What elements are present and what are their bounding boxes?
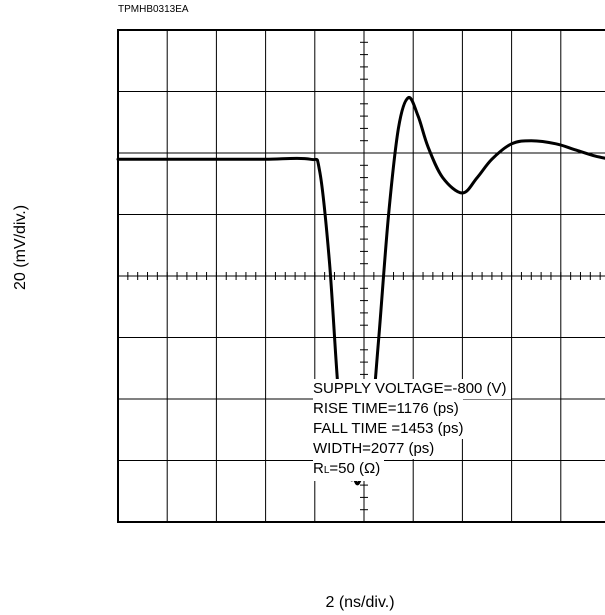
annotation-rise-time: RISE TIME=1176 (ps) bbox=[313, 399, 463, 419]
rl-value: =50 (Ω) bbox=[329, 460, 381, 477]
figure-code: TPMHB0313EA bbox=[118, 4, 189, 15]
annotation-fall-time: FALL TIME =1453 (ps) bbox=[313, 419, 468, 439]
annotation-supply-voltage: SUPPLY VOLTAGE=-800 (V) bbox=[313, 379, 511, 399]
rl-prefix: R bbox=[313, 460, 324, 477]
waveform-line bbox=[116, 96, 605, 486]
annotation-width: WIDTH=2077 (ps) bbox=[313, 439, 439, 459]
rl-subscript: L bbox=[323, 465, 330, 476]
x-axis-label: 2 (ns/div.) bbox=[325, 594, 395, 611]
graticule-frame bbox=[117, 29, 605, 523]
waveform bbox=[116, 96, 605, 486]
annotation-load-resistance: RL=50 (Ω) bbox=[313, 459, 385, 481]
